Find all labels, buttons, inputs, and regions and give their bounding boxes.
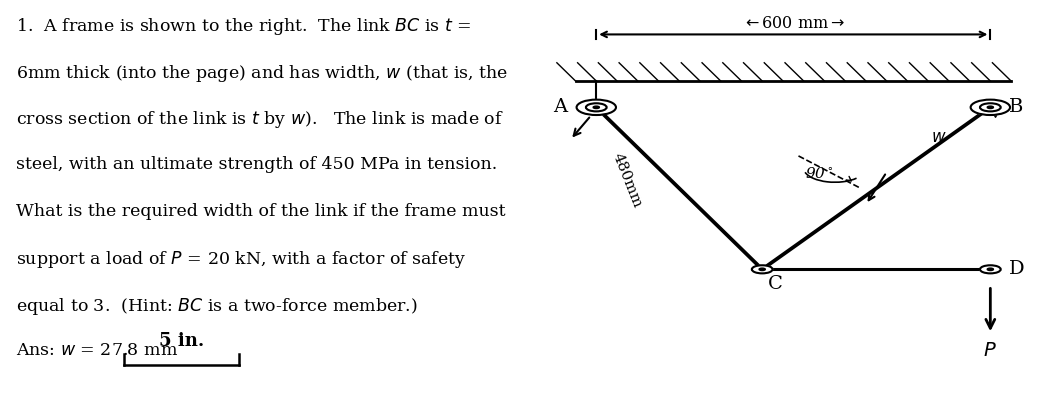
Text: 6mm thick (into the page) and has width, $w$ (that is, the: 6mm thick (into the page) and has width,… [16, 63, 508, 84]
Text: 90$^\circ$: 90$^\circ$ [805, 166, 834, 182]
Circle shape [593, 106, 599, 109]
Circle shape [752, 265, 773, 273]
Text: $P$: $P$ [983, 342, 998, 360]
Circle shape [980, 103, 1001, 111]
Circle shape [980, 265, 1001, 273]
Text: 1.  A frame is shown to the right.  The link $BC$ is $t$ =: 1. A frame is shown to the right. The li… [16, 16, 471, 37]
Text: 5 in.: 5 in. [159, 333, 204, 350]
Text: $w$: $w$ [931, 129, 947, 146]
Circle shape [987, 268, 993, 271]
Circle shape [759, 268, 765, 271]
Text: Ans: $w$ = 27.8 mm: Ans: $w$ = 27.8 mm [16, 342, 177, 359]
Text: support a load of $P$ = 20 kN, with a factor of safety: support a load of $P$ = 20 kN, with a fa… [16, 249, 466, 270]
Text: $\leftarrow\!\!$ 600 mm $\!\!\rightarrow$: $\leftarrow\!\!$ 600 mm $\!\!\rightarrow… [741, 15, 845, 32]
Text: equal to 3.  (Hint: $BC$ is a two-force member.): equal to 3. (Hint: $BC$ is a two-force m… [16, 296, 418, 317]
Circle shape [971, 100, 1010, 115]
Text: B: B [1009, 98, 1024, 116]
Text: D: D [1009, 260, 1025, 278]
Text: cross section of the link is $t$ by $w$).   The link is made of: cross section of the link is $t$ by $w$)… [16, 109, 503, 130]
Text: C: C [767, 275, 782, 293]
Circle shape [586, 103, 607, 111]
Text: A: A [553, 98, 567, 116]
Text: steel, with an ultimate strength of 450 MPa in tension.: steel, with an ultimate strength of 450 … [16, 156, 497, 173]
Circle shape [987, 106, 993, 109]
Circle shape [577, 100, 616, 115]
Text: What is the required width of the link if the frame must: What is the required width of the link i… [16, 202, 505, 220]
Text: 480mm: 480mm [610, 151, 645, 210]
